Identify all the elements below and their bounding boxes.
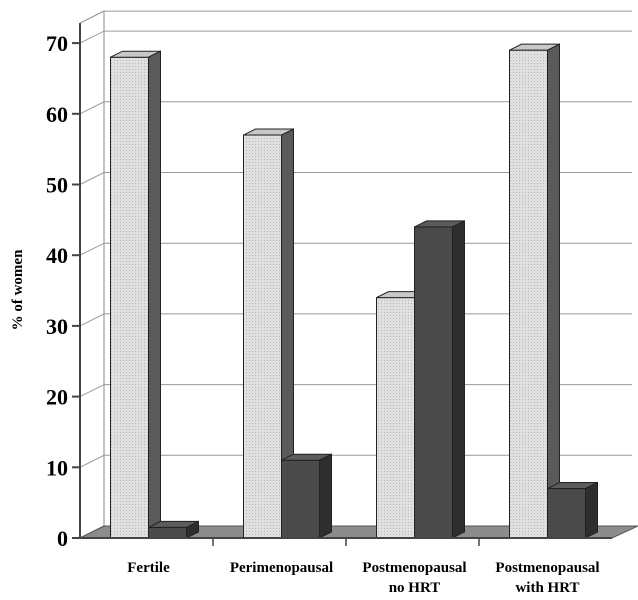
x-category-label: no HRT: [389, 580, 441, 596]
bar: [148, 520, 199, 539]
y-tick-label: 0: [57, 526, 68, 551]
y-tick-label: 20: [46, 385, 68, 410]
bar-side: [547, 43, 560, 539]
y-axis-title: % of women: [10, 249, 26, 330]
x-category-labels: Fertile Perimenopausal Postmenopausal no HR…: [127, 560, 599, 596]
y-tick-labels: 0 10 20 30 40 50 60 70: [46, 31, 68, 551]
x-category-label: with HRT: [515, 580, 579, 596]
bar-front: [547, 488, 586, 539]
bar-side: [585, 481, 598, 539]
y-tick-label: 40: [46, 243, 68, 268]
side-wall: [79, 10, 105, 539]
bar: [243, 128, 294, 539]
y-tick-label: 30: [46, 314, 68, 339]
y-tick-label: 60: [46, 102, 68, 127]
bars: [110, 43, 598, 539]
y-tick-label: 50: [46, 173, 68, 198]
gridline: [79, 30, 632, 44]
bar: [110, 50, 161, 539]
bar-front: [148, 526, 187, 539]
x-category-label: Postmenopausal: [362, 560, 466, 576]
gridline: [79, 101, 632, 115]
y-tick-label: 70: [46, 31, 68, 56]
bar-front: [376, 297, 415, 539]
bar-front: [243, 134, 282, 539]
bar-front: [414, 226, 453, 539]
bar: [414, 220, 465, 539]
bar-side: [452, 220, 465, 539]
bar-side: [186, 520, 199, 539]
x-category-label: Fertile: [127, 560, 170, 576]
y-tick-label: 10: [46, 455, 68, 480]
gridline: [79, 172, 632, 185]
bar: [281, 453, 332, 539]
x-category-label: Perimenopausal: [230, 560, 333, 576]
bar-side: [319, 453, 332, 539]
bar-front: [509, 49, 548, 539]
bar-front: [110, 56, 149, 539]
bar-front: [281, 459, 320, 539]
x-category-label: Postmenopausal: [495, 560, 599, 576]
bar: [509, 43, 560, 539]
bar: [547, 481, 598, 539]
bar-side: [148, 50, 161, 539]
y-axis: [72, 23, 612, 546]
